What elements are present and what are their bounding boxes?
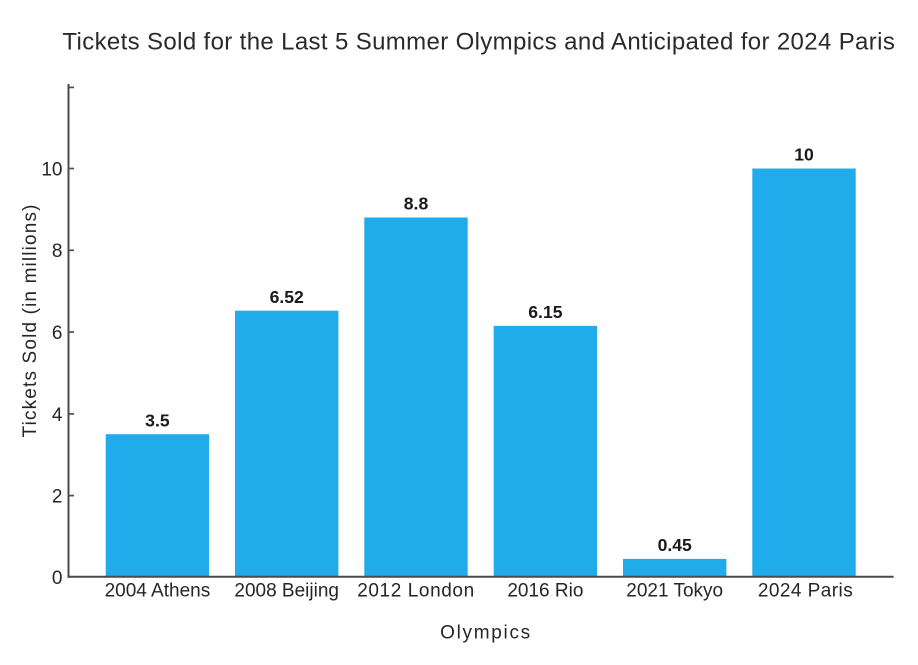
svg-text:2012 London: 2012 London xyxy=(357,580,475,601)
svg-text:10: 10 xyxy=(41,159,62,180)
svg-text:Tickets Sold for the Last 5 Su: Tickets Sold for the Last 5 Summer Olymp… xyxy=(62,28,895,55)
svg-text:2004 Athens: 2004 Athens xyxy=(105,580,211,601)
svg-text:8.8: 8.8 xyxy=(404,194,429,214)
svg-text:2016 Rio: 2016 Rio xyxy=(507,580,583,601)
svg-text:2021 Tokyo: 2021 Tokyo xyxy=(626,580,723,601)
svg-text:0: 0 xyxy=(52,568,63,589)
svg-text:Olympics: Olympics xyxy=(440,623,532,644)
svg-text:6.52: 6.52 xyxy=(270,287,304,307)
svg-text:4: 4 xyxy=(52,405,63,426)
svg-text:2024 Paris: 2024 Paris xyxy=(758,580,853,601)
svg-text:10: 10 xyxy=(794,145,814,165)
svg-text:2008 Beijing: 2008 Beijing xyxy=(234,580,339,601)
svg-text:6.15: 6.15 xyxy=(528,302,562,322)
svg-text:2: 2 xyxy=(52,487,63,508)
svg-text:Tickets Sold (in millions): Tickets Sold (in millions) xyxy=(20,203,41,437)
svg-text:6: 6 xyxy=(52,323,63,344)
svg-text:0.45: 0.45 xyxy=(658,535,692,555)
svg-text:3.5: 3.5 xyxy=(145,410,170,430)
svg-text:8: 8 xyxy=(52,241,63,262)
